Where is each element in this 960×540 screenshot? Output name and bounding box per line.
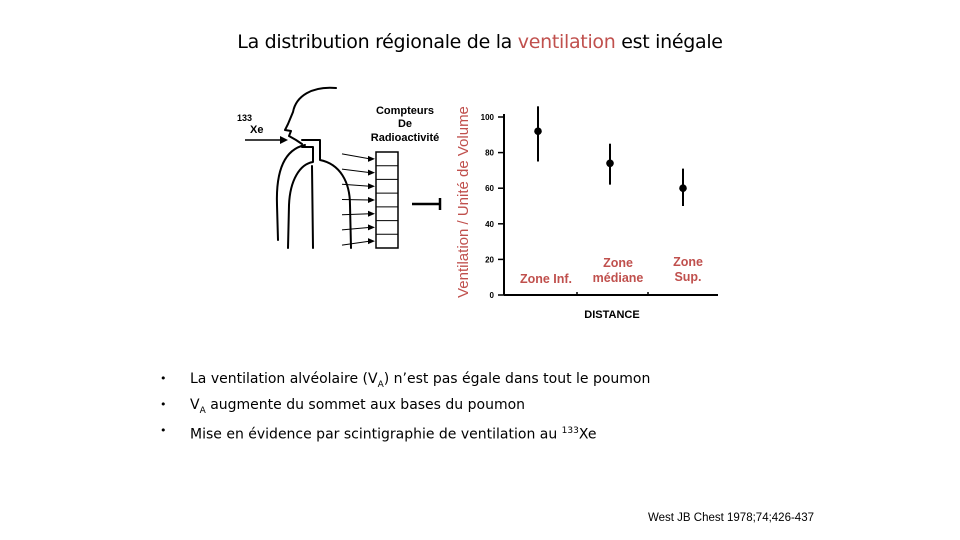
detection-arrowhead xyxy=(368,155,375,162)
detection-arrowhead xyxy=(368,210,375,217)
detection-arrowhead xyxy=(368,183,375,190)
citation: West JB Chest 1978;74;426-437 xyxy=(647,512,814,524)
y-axis-label: Ventilation / Unité de Volume xyxy=(455,106,472,298)
x-axis-label: DISTANCE xyxy=(584,309,639,321)
title-part2: est inégale xyxy=(615,31,723,53)
isotope-inhalation: 133 Xe xyxy=(237,113,288,144)
bullet-item: • La ventilation alvéolaire (VA) n’est pa… xyxy=(160,371,651,390)
category-label: Zone xyxy=(673,255,703,269)
trachea-inner xyxy=(287,146,314,249)
trachea-outer xyxy=(301,139,352,249)
detection-arrow xyxy=(341,213,371,216)
y-tick-label: 0 xyxy=(490,291,495,300)
data-point xyxy=(679,184,687,192)
bullet-list: • La ventilation alvéolaire (VA) n’est pa… xyxy=(158,366,650,444)
slide-title: La distribution régionale de la ventilat… xyxy=(0,31,960,53)
inhalation-arrowhead xyxy=(280,136,288,144)
detection-arrow xyxy=(341,183,371,187)
detection-arrow xyxy=(341,199,371,201)
radioactivity-counters: Compteurs De Radioactivité xyxy=(341,105,439,249)
category-label: Zone Inf. xyxy=(520,272,572,286)
head-profile xyxy=(284,86,337,145)
diagram-connector xyxy=(412,198,442,210)
counter-stack xyxy=(341,151,399,249)
y-tick-label: 40 xyxy=(485,220,494,229)
category-label: médiane xyxy=(593,271,644,285)
isotope-symbol: Xe xyxy=(250,124,263,136)
lung-line xyxy=(311,165,314,249)
y-tick-label: 100 xyxy=(481,113,495,122)
detection-arrowhead xyxy=(368,238,375,245)
category-label: Zone xyxy=(603,256,633,270)
detection-arrow xyxy=(341,153,371,160)
chest-outline xyxy=(275,144,306,241)
counter-label-line-2: De xyxy=(398,118,412,130)
detection-arrowhead xyxy=(368,224,375,231)
detection-arrowhead xyxy=(368,169,375,176)
title-part1: La distribution régionale de la xyxy=(237,31,518,53)
lung-diagram xyxy=(275,86,352,249)
counter-frame xyxy=(375,151,399,249)
y-tick-label: 60 xyxy=(485,184,494,193)
data-points xyxy=(534,106,687,206)
y-tick-label: 80 xyxy=(485,149,494,158)
bullet-item: • Mise en évidence par scintigraphie de v… xyxy=(160,424,597,443)
detection-arrow xyxy=(341,168,371,174)
data-point xyxy=(606,159,614,168)
data-point xyxy=(534,127,542,136)
bullet-item: • VA augmente du sommet aux bases du poum… xyxy=(160,397,526,416)
y-ticks: 0 20 40 60 80 100 xyxy=(481,113,649,300)
detection-arrow xyxy=(341,240,371,246)
detection-arrow xyxy=(341,226,371,231)
isotope-mass: 133 xyxy=(237,113,252,123)
counter-label-line-3: Radioactivité xyxy=(371,132,439,144)
detection-arrowhead xyxy=(368,197,375,203)
y-tick-label: 20 xyxy=(485,255,494,264)
counter-label-line-1: Compteurs xyxy=(376,105,434,117)
title-highlight: ventilation xyxy=(517,31,616,53)
category-label: Sup. xyxy=(674,270,701,284)
